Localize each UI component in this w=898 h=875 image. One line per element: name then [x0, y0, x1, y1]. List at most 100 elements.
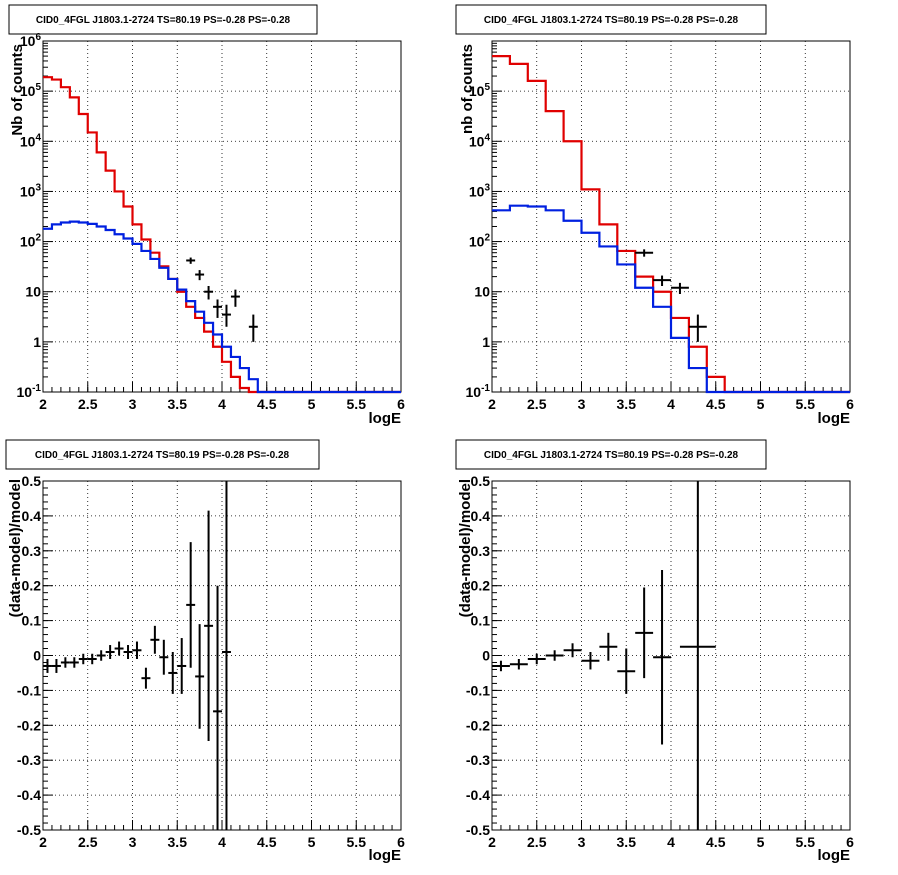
title-box [455, 4, 767, 35]
source_model-histogram [492, 204, 850, 394]
data-point [87, 653, 97, 665]
x-tick-label: 2 [39, 396, 47, 412]
y-tick-label: -0.2 [466, 717, 490, 733]
data-point [186, 542, 196, 668]
data-point [141, 667, 151, 689]
data-point [159, 639, 169, 675]
plot-area: 2 2.5 3 3.5 4 4.5 5 5.5 6 10-1 1 10 102 103 104 105 106 [17, 32, 406, 412]
data-point [168, 652, 178, 694]
y-tick-label: -0.3 [17, 752, 41, 768]
x-tick-label: 3.5 [617, 396, 637, 412]
source_model-histogram [43, 220, 401, 394]
data-point [563, 643, 582, 658]
y-tick-label: 10 [474, 284, 490, 300]
x-tick-label: 4.5 [706, 396, 726, 412]
x-tick-label: 6 [846, 834, 854, 850]
data-point [105, 645, 115, 659]
x-tick-label: 3.5 [168, 834, 188, 850]
data-point [132, 641, 142, 659]
data-point [230, 289, 240, 307]
x-tick-label: 6 [397, 834, 405, 850]
y-tick-label: 10-1 [466, 383, 491, 400]
y-tick-label: 102 [469, 233, 491, 250]
data-point [509, 658, 528, 670]
panel-title: CID0_4FGL J1803.1-2724 TS=80.19 PS=-0.28… [484, 450, 739, 461]
y-tick-label: 0 [33, 648, 41, 664]
data-point [671, 282, 689, 295]
data-point [60, 657, 70, 668]
data-point [150, 625, 160, 654]
x-tick-label: 2.5 [527, 396, 547, 412]
y-tick-label: 102 [20, 233, 42, 250]
panel-title: CID0_4FGL J1803.1-2724 TS=80.19 PS=-0.28… [484, 15, 739, 26]
x-tick-label: 4 [667, 396, 675, 412]
x-axis-label: logE [818, 410, 851, 427]
data-point [177, 638, 187, 694]
x-tick-label: 2.5 [78, 834, 98, 850]
y-tick-label: 0.2 [471, 578, 491, 594]
x-tick-label: 2 [488, 396, 496, 412]
x-tick-label: 5 [757, 396, 765, 412]
x-tick-label: 5.5 [347, 834, 367, 850]
x-tick-label: 6 [846, 396, 854, 412]
y-axis-label: Nb of counts [9, 44, 26, 136]
data-point [599, 632, 618, 661]
panel-title: CID0_4FGL J1803.1-2724 TS=80.19 PS=-0.28… [36, 15, 291, 26]
y-tick-label: 0.4 [471, 508, 491, 524]
data-point [635, 587, 654, 679]
data-point [222, 481, 231, 830]
y-axis-label: (data-model)/model [7, 479, 24, 617]
y-tick-label: -0.5 [466, 822, 490, 838]
y-tick-label: -0.3 [466, 752, 490, 768]
x-tick-label: 5.5 [796, 834, 816, 850]
data-point [204, 510, 214, 742]
data-point [213, 299, 222, 318]
x-tick-label: 5 [308, 834, 316, 850]
y-axis-label: nb of counts [459, 44, 476, 134]
data-point [617, 648, 636, 694]
x-tick-label: 2 [488, 834, 496, 850]
y-tick-label: 10 [25, 284, 41, 300]
data-point [114, 641, 124, 656]
plot-area: 2 2.5 3 3.5 4 4.5 5 5.5 6 10-1 1 10 102 103 104 105 [466, 40, 854, 412]
panel-bottom-right: CID0_4FGL J1803.1-2724 TS=80.19 PS=-0.28… [455, 439, 854, 864]
y-tick-label: 104 [20, 132, 42, 149]
panel-bottom-left: CID0_4FGL J1803.1-2724 TS=80.19 PS=-0.28… [5, 439, 405, 864]
data-point [43, 658, 52, 673]
y-tick-label: 105 [20, 82, 42, 99]
y-tick-label: 0.4 [22, 508, 42, 524]
data-point [96, 650, 106, 661]
title-box [8, 4, 318, 35]
y-tick-label: 0.5 [471, 473, 491, 489]
x-tick-label: 5.5 [796, 396, 816, 412]
data-point [195, 624, 205, 729]
x-tick-label: 5.5 [347, 396, 367, 412]
y-tick-label: 105 [469, 82, 491, 99]
data-point [688, 314, 707, 342]
x-tick-label: 3 [578, 834, 586, 850]
x-tick-label: 3.5 [617, 834, 637, 850]
y-tick-label: 104 [469, 132, 491, 149]
x-tick-label: 3.5 [168, 396, 188, 412]
x-axis-label: logE [369, 847, 402, 864]
y-tick-label: 0.3 [22, 543, 42, 559]
x-tick-label: 4 [218, 396, 226, 412]
y-tick-label: 103 [469, 182, 491, 199]
data-point [248, 314, 258, 342]
y-tick-label: 0.3 [471, 543, 491, 559]
panel-title: CID0_4FGL J1803.1-2724 TS=80.19 PS=-0.28… [35, 450, 290, 461]
x-tick-label: 2.5 [78, 396, 98, 412]
y-tick-label: -0.5 [17, 822, 41, 838]
data-point [679, 481, 716, 830]
y-axis-label: (data-model)/model [457, 479, 474, 617]
x-tick-label: 4.5 [706, 834, 726, 850]
y-tick-label: 0.1 [22, 613, 42, 629]
x-tick-label: 5 [757, 834, 765, 850]
title-box [5, 439, 320, 470]
x-tick-label: 2 [39, 834, 47, 850]
y-tick-label: 1 [33, 334, 41, 350]
plot-area: 2 2.5 3 3.5 4 4.5 5 5.5 6 -0.5 -0.4 -0.3 -0.2 -0.1 0 0.… [17, 473, 405, 850]
y-tick-label: -0.1 [17, 682, 41, 698]
y-tick-label: 103 [20, 182, 42, 199]
